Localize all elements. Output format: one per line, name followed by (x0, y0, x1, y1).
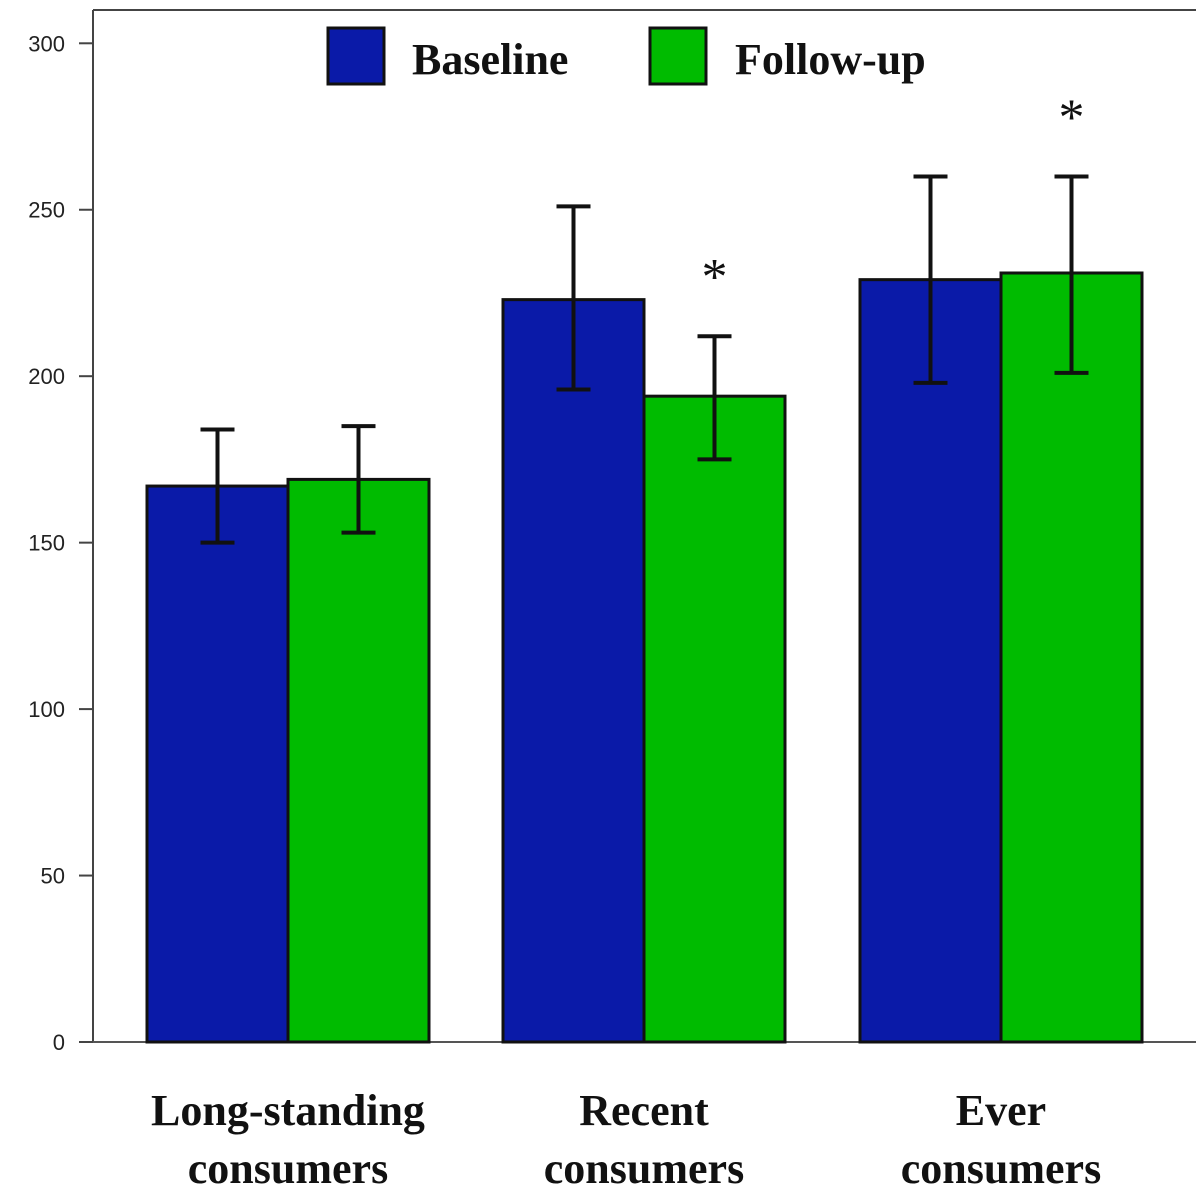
legend-label: Baseline (412, 35, 568, 84)
x-category-label: Long-standing (151, 1086, 425, 1135)
significance-marker: * (702, 249, 728, 306)
x-category-label: Recent (579, 1086, 709, 1135)
legend-swatch-baseline (326, 26, 386, 86)
y-tick-label: 0 (53, 1030, 65, 1055)
bar-baseline-0 (145, 484, 290, 1044)
y-tick-label: 150 (28, 531, 65, 556)
x-category-label: consumers (901, 1144, 1101, 1190)
legend-label: Follow-up (735, 35, 926, 84)
x-category-label: Ever (956, 1086, 1046, 1135)
y-tick-label: 50 (41, 864, 65, 889)
x-category-label: consumers (188, 1144, 388, 1190)
bar-follow-up-1 (642, 394, 787, 1044)
y-tick-label: 200 (28, 364, 65, 389)
bar-baseline-1 (501, 298, 646, 1044)
bar-follow-up-0 (286, 477, 431, 1044)
bar-baseline-2 (858, 278, 1003, 1044)
y-tick-label: 250 (28, 198, 65, 223)
y-tick-label: 300 (28, 31, 65, 56)
legend-swatch-follow-up (648, 26, 708, 86)
significance-marker: * (1059, 89, 1085, 146)
x-category-label: consumers (544, 1144, 744, 1190)
bar-follow-up-2 (999, 271, 1144, 1044)
y-tick-label: 100 (28, 697, 65, 722)
